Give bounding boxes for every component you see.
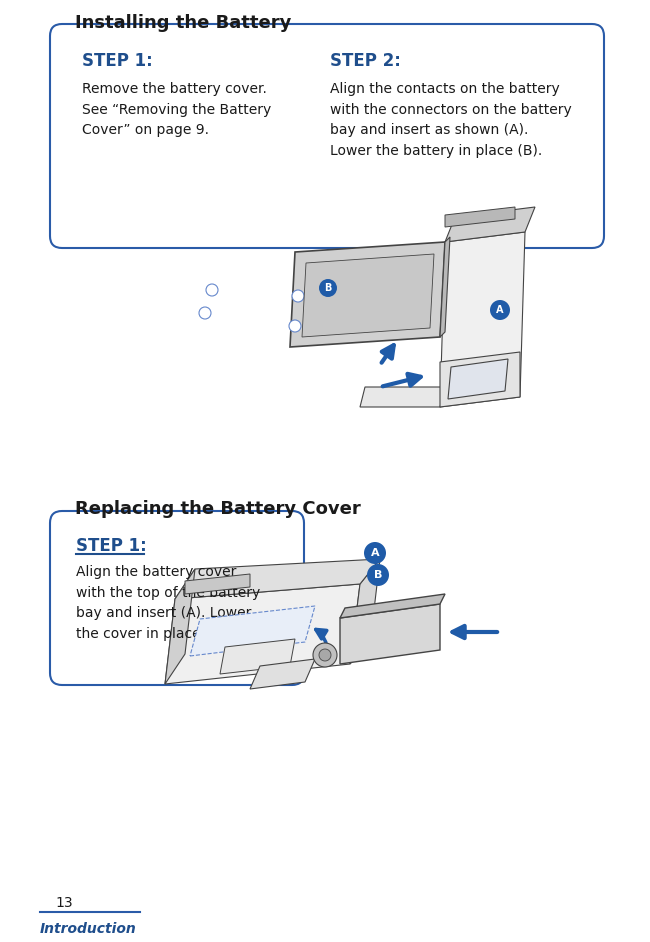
FancyBboxPatch shape: [50, 511, 304, 685]
Text: A: A: [370, 548, 380, 558]
Text: STEP 1:: STEP 1:: [76, 537, 147, 555]
Polygon shape: [340, 594, 445, 618]
Circle shape: [364, 542, 386, 564]
Circle shape: [319, 279, 337, 297]
Polygon shape: [190, 606, 315, 656]
Text: STEP 2:: STEP 2:: [330, 52, 401, 70]
Polygon shape: [220, 639, 295, 674]
Polygon shape: [340, 604, 440, 664]
Polygon shape: [185, 574, 250, 594]
Polygon shape: [302, 254, 434, 337]
Polygon shape: [250, 659, 315, 689]
Polygon shape: [290, 242, 445, 347]
Polygon shape: [448, 359, 508, 399]
Circle shape: [319, 649, 331, 661]
Circle shape: [292, 290, 304, 302]
Circle shape: [490, 300, 510, 320]
Text: Align the battery cover
with the top of the battery
bay and insert (A). Lower
th: Align the battery cover with the top of …: [76, 565, 260, 641]
Text: Remove the battery cover.
See “Removing the Battery
Cover” on page 9.: Remove the battery cover. See “Removing …: [82, 82, 271, 138]
Text: B: B: [324, 283, 332, 293]
Text: B: B: [374, 570, 382, 580]
Polygon shape: [165, 584, 360, 684]
Polygon shape: [360, 387, 445, 407]
Polygon shape: [350, 559, 380, 664]
Circle shape: [289, 320, 301, 332]
Text: Replacing the Battery Cover: Replacing the Battery Cover: [75, 500, 361, 518]
Circle shape: [313, 643, 337, 667]
Polygon shape: [440, 352, 520, 407]
Polygon shape: [440, 237, 450, 337]
Polygon shape: [445, 207, 515, 227]
Text: Introduction: Introduction: [40, 922, 136, 936]
Text: Align the contacts on the battery
with the connectors on the battery
bay and ins: Align the contacts on the battery with t…: [330, 82, 572, 158]
Circle shape: [206, 284, 218, 296]
Circle shape: [199, 307, 211, 319]
Polygon shape: [440, 232, 525, 407]
Circle shape: [367, 564, 389, 586]
Text: STEP 1:: STEP 1:: [82, 52, 153, 70]
Text: Installing the Battery: Installing the Battery: [75, 14, 291, 32]
FancyBboxPatch shape: [50, 24, 604, 248]
Polygon shape: [445, 207, 535, 242]
Text: 13: 13: [55, 896, 73, 910]
Polygon shape: [165, 569, 195, 684]
Polygon shape: [175, 559, 380, 599]
Text: A: A: [496, 305, 504, 315]
